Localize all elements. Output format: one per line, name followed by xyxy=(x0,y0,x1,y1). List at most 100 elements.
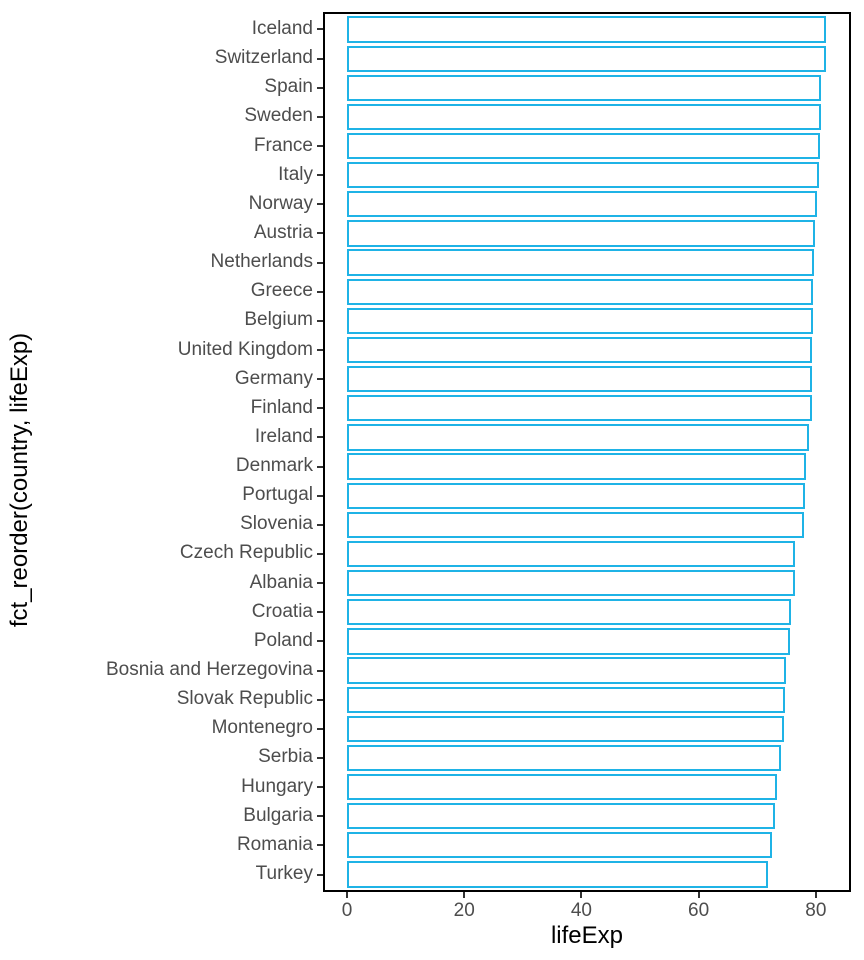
bar xyxy=(347,745,781,771)
bar xyxy=(347,104,821,130)
y-tick-label: Croatia xyxy=(252,601,313,623)
y-tick-label: Spain xyxy=(264,76,313,98)
y-tick-mark xyxy=(317,699,323,701)
bar xyxy=(347,424,809,450)
y-tick-mark xyxy=(317,786,323,788)
y-tick-label: Hungary xyxy=(241,776,313,798)
bar xyxy=(347,249,814,275)
y-tick-label: Austria xyxy=(254,222,313,244)
y-tick-mark xyxy=(317,174,323,176)
x-tick-label: 0 xyxy=(342,900,353,922)
y-tick-mark xyxy=(317,262,323,264)
x-tick-mark xyxy=(815,892,817,898)
x-tick-label: 60 xyxy=(688,900,709,922)
y-tick-mark xyxy=(317,28,323,30)
bar xyxy=(347,628,790,654)
bar xyxy=(347,279,813,305)
y-tick-mark xyxy=(317,291,323,293)
y-tick-mark xyxy=(317,145,323,147)
y-tick-label: Serbia xyxy=(258,746,313,768)
y-tick-mark xyxy=(317,874,323,876)
bar xyxy=(347,366,812,392)
y-tick-label: Italy xyxy=(278,164,313,186)
bar xyxy=(347,308,813,334)
bar xyxy=(347,599,791,625)
x-axis-label: lifeExp xyxy=(323,922,851,950)
y-tick-mark xyxy=(317,320,323,322)
bar xyxy=(347,46,826,72)
y-tick-label: Belgium xyxy=(244,309,313,331)
y-tick-label: Slovenia xyxy=(240,513,313,535)
y-tick-label: France xyxy=(254,135,313,157)
y-tick-label: Bosnia and Herzegovina xyxy=(106,659,313,681)
bar xyxy=(347,453,806,479)
y-tick-label: Poland xyxy=(254,630,313,652)
bar xyxy=(347,803,775,829)
y-tick-mark xyxy=(317,844,323,846)
y-tick-label: Sweden xyxy=(244,105,313,127)
bar xyxy=(347,483,805,509)
x-tick-mark xyxy=(580,892,582,898)
bar xyxy=(347,861,768,887)
y-tick-mark xyxy=(317,466,323,468)
y-tick-label: Portugal xyxy=(242,484,313,506)
life-exp-bar-chart: fct_reorder(country, lifeExp) lifeExp Ic… xyxy=(0,0,864,960)
y-tick-mark xyxy=(317,349,323,351)
y-tick-mark xyxy=(317,757,323,759)
y-tick-label: Ireland xyxy=(255,426,313,448)
bar xyxy=(347,657,786,683)
y-tick-label: Netherlands xyxy=(211,251,313,273)
y-tick-mark xyxy=(317,203,323,205)
y-tick-mark xyxy=(317,640,323,642)
x-tick-mark xyxy=(346,892,348,898)
y-tick-label: Switzerland xyxy=(215,47,313,69)
x-tick-label: 80 xyxy=(805,900,826,922)
bar xyxy=(347,541,795,567)
bar xyxy=(347,570,795,596)
y-tick-mark xyxy=(317,378,323,380)
bar xyxy=(347,512,804,538)
y-tick-mark xyxy=(317,582,323,584)
bar xyxy=(347,133,820,159)
y-tick-label: Bulgaria xyxy=(243,805,313,827)
bar xyxy=(347,162,819,188)
y-tick-label: Montenegro xyxy=(212,717,313,739)
bar xyxy=(347,774,777,800)
y-tick-label: Slovak Republic xyxy=(177,688,313,710)
bar xyxy=(347,220,815,246)
bar xyxy=(347,16,826,42)
y-tick-mark xyxy=(317,553,323,555)
y-tick-mark xyxy=(317,436,323,438)
y-axis-label: fct_reorder(country, lifeExp) xyxy=(6,333,34,627)
y-tick-mark xyxy=(317,670,323,672)
y-tick-mark xyxy=(317,232,323,234)
y-tick-label: Finland xyxy=(251,397,313,419)
x-tick-mark xyxy=(463,892,465,898)
y-tick-label: Romania xyxy=(237,834,313,856)
y-tick-mark xyxy=(317,87,323,89)
y-tick-label: United Kingdom xyxy=(178,339,313,361)
y-tick-mark xyxy=(317,524,323,526)
y-tick-mark xyxy=(317,58,323,60)
y-tick-mark xyxy=(317,495,323,497)
y-tick-mark xyxy=(317,611,323,613)
y-tick-label: Germany xyxy=(235,368,313,390)
y-tick-mark xyxy=(317,407,323,409)
bar xyxy=(347,395,812,421)
bar xyxy=(347,832,772,858)
y-tick-mark xyxy=(317,728,323,730)
x-tick-mark xyxy=(698,892,700,898)
bar xyxy=(347,687,785,713)
y-tick-label: Greece xyxy=(251,280,313,302)
y-tick-mark xyxy=(317,116,323,118)
y-tick-label: Turkey xyxy=(256,863,313,885)
y-tick-mark xyxy=(317,815,323,817)
plot-area xyxy=(323,12,851,892)
y-tick-label: Iceland xyxy=(252,18,313,40)
bar xyxy=(347,75,821,101)
bar xyxy=(347,191,817,217)
y-tick-label: Albania xyxy=(250,572,313,594)
y-tick-label: Denmark xyxy=(236,455,313,477)
x-tick-label: 20 xyxy=(454,900,475,922)
y-tick-label: Norway xyxy=(249,193,313,215)
